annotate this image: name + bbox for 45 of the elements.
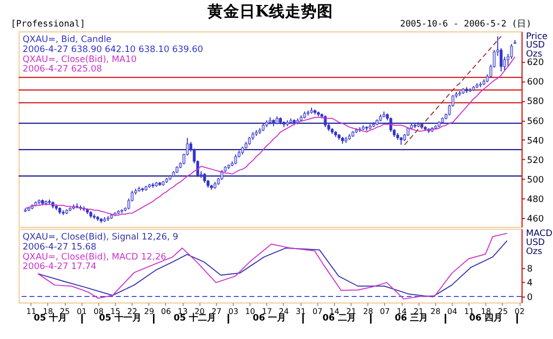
y-tick-label: 480	[526, 194, 544, 205]
line-series	[404, 36, 502, 146]
y-tick-label: 520	[526, 156, 544, 166]
series-label: QXAU=, Close(Bid), Signal 12,26, 9	[22, 232, 178, 243]
x-tick-label: 28	[430, 306, 440, 316]
chart-title: 黄金日K线走势图	[206, 2, 333, 21]
y-tick-label: 620	[526, 58, 544, 68]
annotation: 2006-4-27 17.74	[22, 262, 97, 272]
y-tick-label: 500	[526, 175, 544, 186]
x-tick-label: 03	[228, 306, 238, 316]
x-tick-label: 29	[144, 306, 154, 316]
x-tick-label: 31	[296, 306, 306, 316]
y-tick-label: 0	[526, 292, 533, 303]
x-tick-label: 28	[363, 306, 374, 316]
x-tick-label: 17	[262, 306, 272, 316]
annotation: 2006-4-27 625.08	[22, 64, 102, 75]
text: QXAU=, Close(Bid), MA10	[22, 54, 138, 65]
x-tick-label: 01	[76, 306, 87, 316]
annotation: 2006-4-27 638.90 642.10 638.10 639.60	[22, 45, 204, 56]
text: [Professional]	[10, 19, 86, 30]
x-tick-label: 07	[380, 306, 390, 316]
x-tick-label: 06	[160, 306, 171, 316]
y-tick-label: 460	[526, 214, 544, 225]
y-tick-label: 560	[526, 116, 544, 127]
annotation: QXAU=, Bid, Candle	[22, 35, 112, 46]
y-tick-label: 540	[526, 136, 544, 146]
line-series	[24, 56, 516, 216]
x2-tick-label: 06 四月	[469, 312, 503, 324]
y-tick-label: 4	[526, 278, 533, 289]
x-tick-label: 02	[514, 306, 525, 316]
x-tick-label: 18	[43, 306, 54, 316]
chart-subtitle: 2005-10-6 - 2006-5-2 (日)	[400, 19, 532, 30]
y-tick-label: 600	[526, 78, 544, 88]
annotation: 2006-4-27 15.68	[22, 242, 97, 252]
candlestick	[389, 116, 392, 133]
y-axis-title: Price USD Ozs	[526, 32, 548, 60]
series-label: QXAU=, Close(Bid), MACD 12,26	[22, 252, 167, 262]
x-tick-label: 04	[447, 306, 458, 316]
y-axis-title: MACD USD Ozs	[526, 229, 553, 257]
x-tick-label: 15	[110, 306, 120, 316]
y-tick-label: 580	[526, 97, 544, 108]
x-tick-label: 07	[312, 306, 323, 316]
y-tick-label: 8	[526, 264, 533, 274]
x2-tick-label: 06 二月	[322, 312, 356, 324]
candlestick	[234, 154, 238, 165]
